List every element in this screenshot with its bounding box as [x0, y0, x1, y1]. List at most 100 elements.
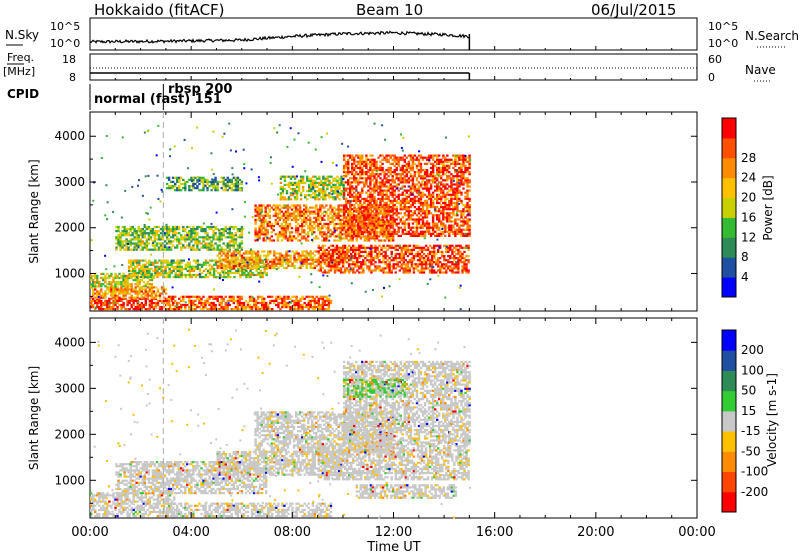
- power-cell: [373, 222, 377, 226]
- power-cell: [387, 158, 390, 161]
- power-cell: [210, 259, 214, 262]
- power-cell: [355, 195, 358, 198]
- power-cell: [196, 232, 199, 235]
- power-cell: [157, 225, 161, 229]
- power-cell: [276, 204, 280, 207]
- power-cell: [329, 206, 332, 209]
- power-cell: [359, 206, 362, 209]
- power-cell: [153, 230, 157, 233]
- power-cell: [313, 216, 316, 219]
- power-cell: [385, 185, 388, 188]
- power-cell: [228, 266, 231, 270]
- power-cell: [436, 234, 439, 237]
- power-cell: [397, 212, 400, 215]
- power-cell: [429, 212, 433, 215]
- power-cell: [138, 303, 141, 307]
- power-cell: [429, 166, 433, 170]
- power-cell: [391, 158, 394, 161]
- power-cell: [114, 301, 117, 305]
- power-cell: [148, 259, 151, 262]
- power-cell: [344, 197, 348, 200]
- power-cell: [370, 250, 373, 253]
- power-cell: [358, 267, 361, 270]
- power-cell: [423, 173, 427, 176]
- power-cell: [455, 267, 458, 270]
- power-cell: [369, 179, 372, 182]
- power-cell: [443, 255, 446, 258]
- power-cell: [240, 236, 244, 239]
- power-cell: [379, 201, 382, 205]
- power-cell: [180, 267, 183, 270]
- power-cell: [403, 197, 406, 200]
- power-cell: [357, 232, 360, 235]
- power-cell: [351, 169, 354, 172]
- power-cell: [214, 263, 218, 266]
- power-cell: [402, 269, 405, 272]
- power-cell: [342, 210, 346, 213]
- power-cell: [222, 242, 225, 245]
- power-cell: [171, 295, 175, 298]
- power-cell: [180, 242, 183, 245]
- power-cell: [351, 237, 354, 240]
- power-cell: [351, 212, 354, 215]
- power-cell: [284, 229, 288, 232]
- power-cell: [138, 259, 141, 262]
- power-cell: [277, 256, 280, 259]
- power-cell: [455, 257, 458, 260]
- power-cell: [146, 281, 150, 284]
- power-cell: [378, 250, 381, 253]
- power-cell: [140, 267, 143, 270]
- power-cell: [190, 246, 193, 249]
- power-cell: [399, 234, 402, 237]
- power-cell: [212, 267, 216, 270]
- power-cell: [298, 204, 302, 207]
- power-cell: [252, 262, 256, 265]
- power-cell: [374, 269, 377, 272]
- power-cell: [459, 244, 462, 247]
- power-cell: [375, 230, 378, 233]
- power-cell: [194, 238, 197, 241]
- power-cell: [365, 237, 369, 240]
- power-cell: [438, 160, 441, 163]
- power-cell: [388, 265, 391, 268]
- power-cell: [379, 204, 382, 207]
- power-cell: [413, 201, 417, 205]
- power-cell: [346, 252, 349, 256]
- power-cell: [442, 166, 445, 170]
- power-cell: [337, 235, 340, 238]
- power-cell: [383, 175, 386, 178]
- power-cell: [261, 250, 264, 253]
- power-cell: [204, 276, 208, 279]
- power-cell: [309, 225, 312, 228]
- power-cell: [90, 283, 93, 286]
- power-cell: [296, 208, 300, 211]
- power-cell: [240, 256, 244, 259]
- power-cell: [337, 239, 340, 242]
- power-cell: [166, 265, 169, 268]
- power-cell: [419, 166, 423, 170]
- power-cell: [351, 224, 354, 227]
- power-cell: [426, 252, 430, 256]
- power-cell: [357, 214, 360, 217]
- power-cell: [387, 181, 390, 184]
- power-cell: [114, 281, 117, 284]
- power-cell: [307, 235, 310, 238]
- power-cell: [400, 259, 403, 262]
- power-cell: [174, 299, 177, 302]
- power-cell: [262, 220, 265, 224]
- power-cell: [214, 269, 218, 272]
- power-cell: [110, 306, 113, 309]
- power-cell: [300, 222, 304, 226]
- power-cell: [182, 299, 185, 302]
- power-cell: [355, 164, 358, 167]
- power-cell: [341, 225, 344, 228]
- power-cell: [208, 244, 211, 247]
- power-cell: [192, 303, 195, 307]
- power-cell: [344, 234, 348, 237]
- power-cell: [440, 177, 443, 180]
- power-cell: [263, 303, 266, 307]
- power-cell: [309, 303, 312, 307]
- power-cell: [420, 265, 424, 268]
- power-cell: [284, 222, 288, 226]
- power-cell: [362, 269, 365, 272]
